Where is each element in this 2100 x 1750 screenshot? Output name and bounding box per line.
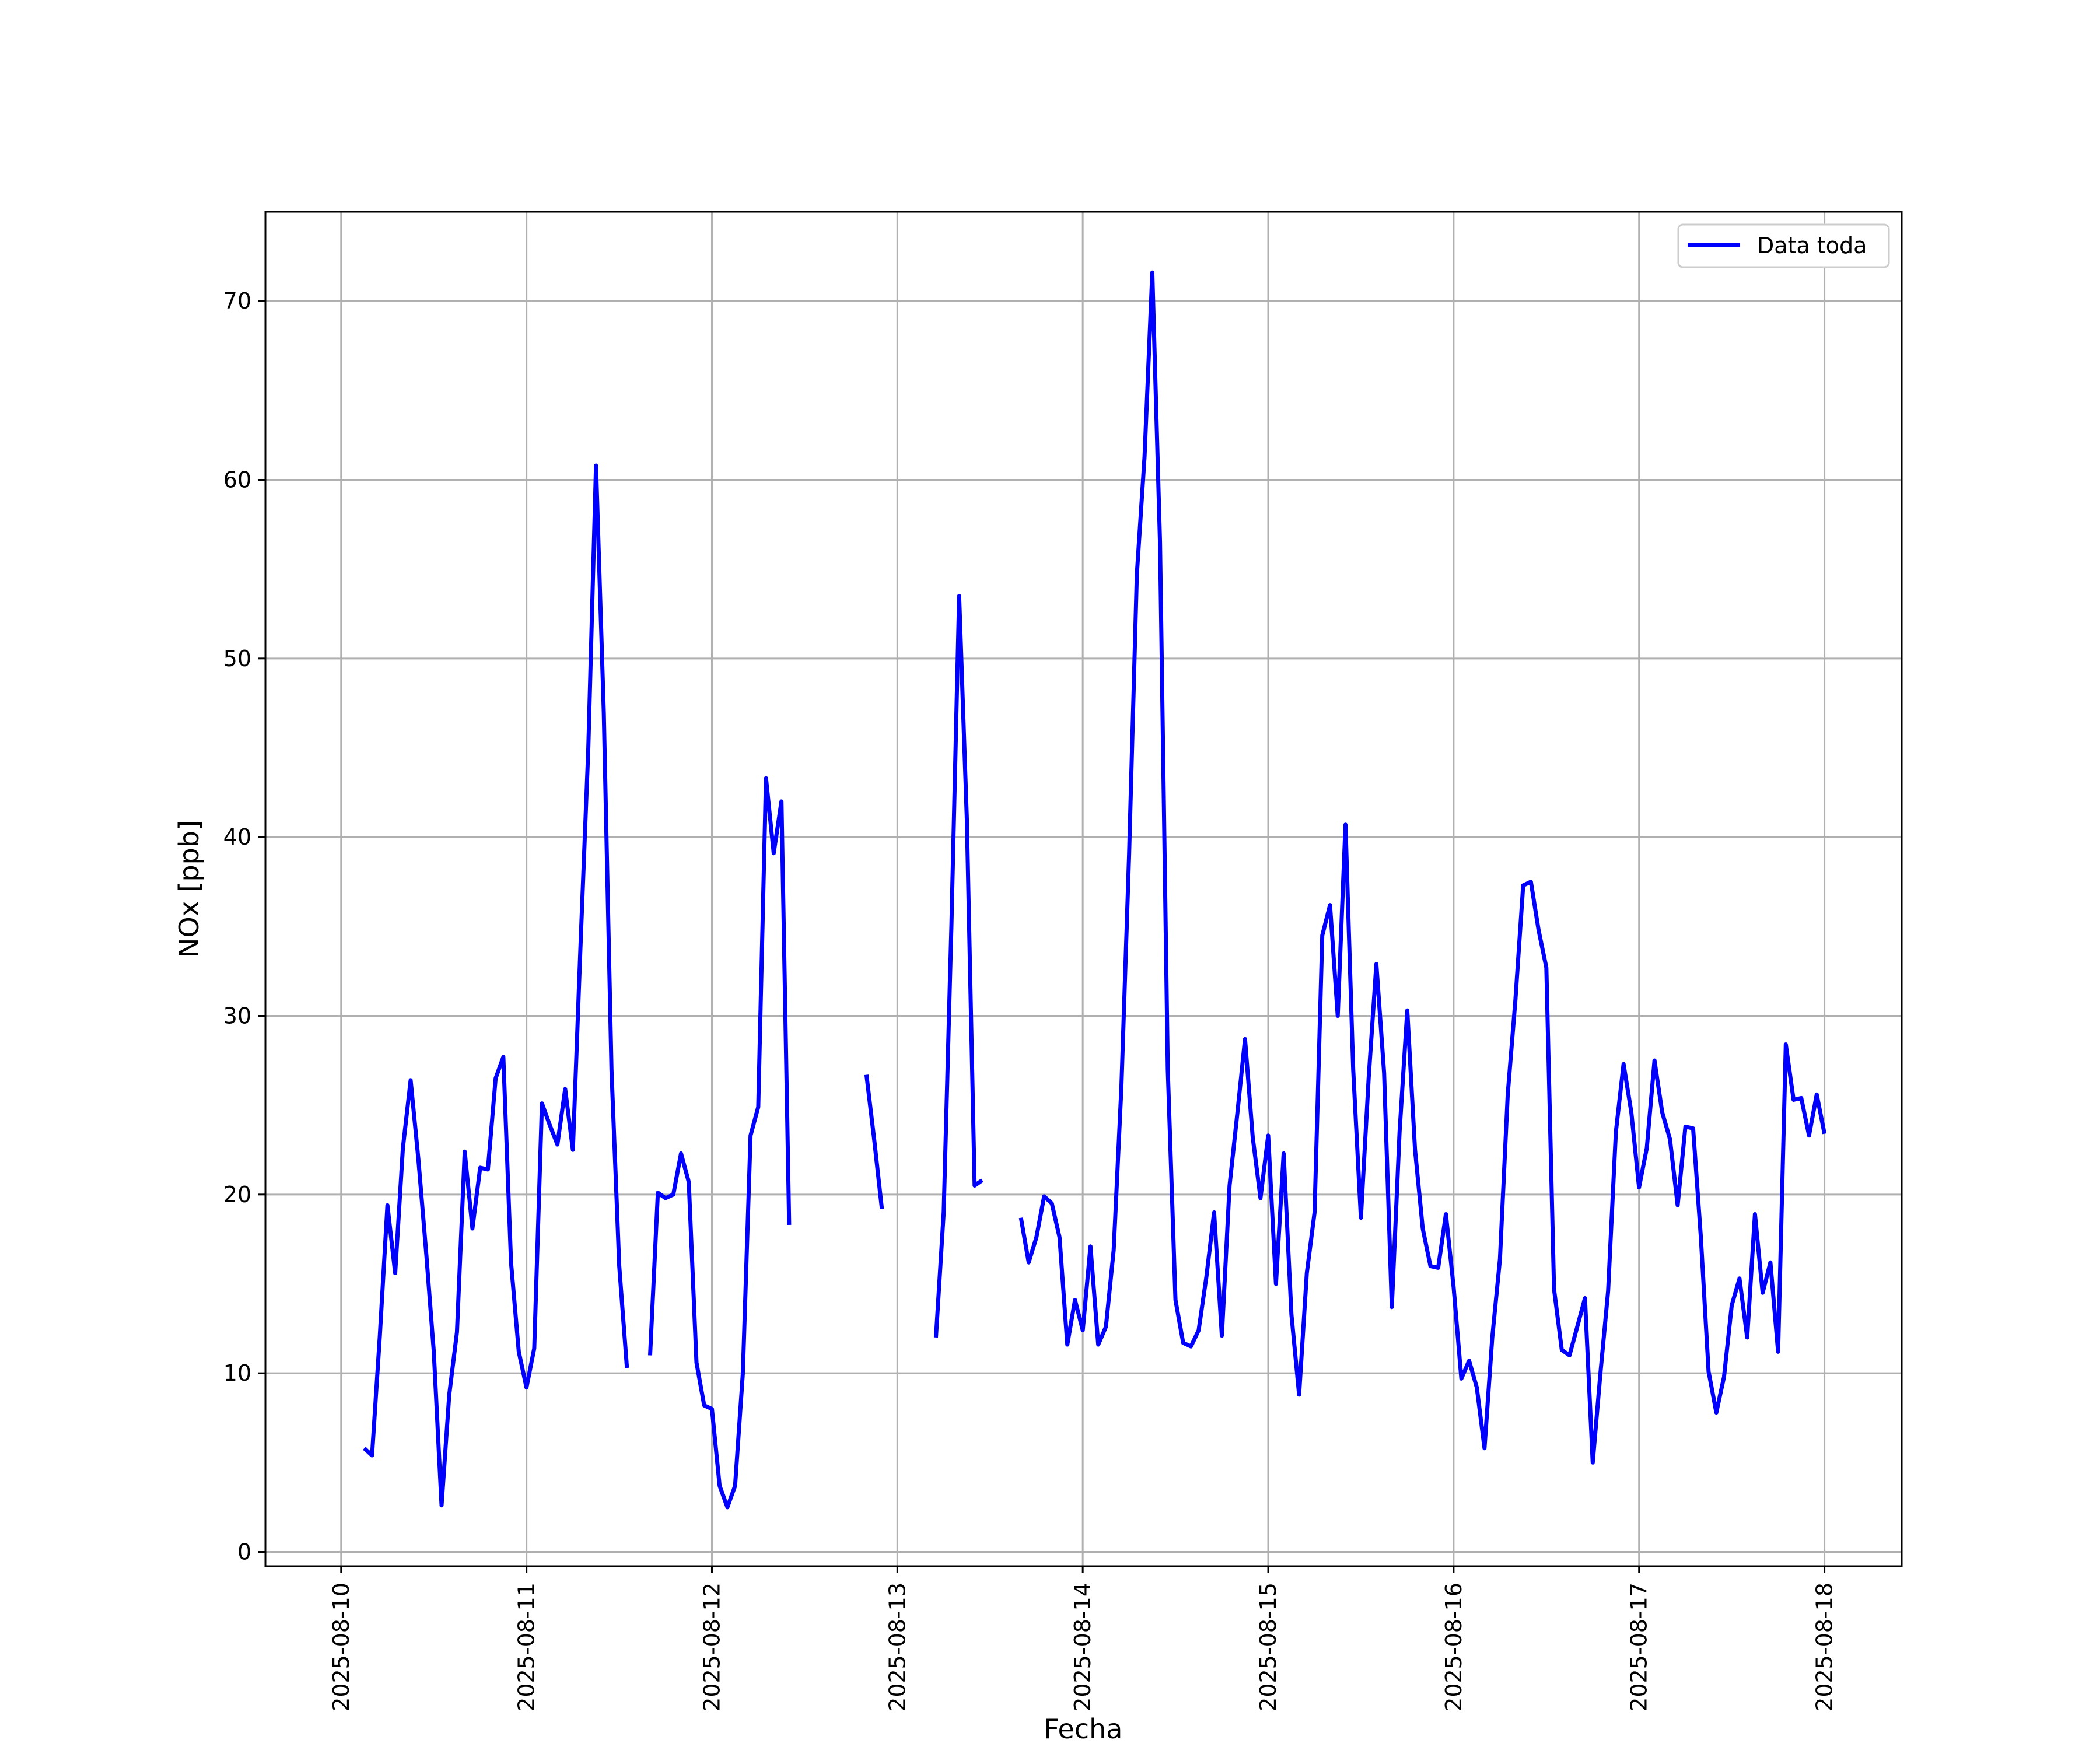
y-tick-label: 30 xyxy=(223,1003,251,1028)
x-tick-label: 2025-08-17 xyxy=(1626,1583,1652,1712)
x-tick-label: 2025-08-14 xyxy=(1070,1583,1096,1712)
legend-label: Data toda xyxy=(1757,233,1867,258)
y-axis-label: NOx [ppb] xyxy=(173,820,205,958)
x-tick-label: 2025-08-10 xyxy=(328,1583,354,1712)
ticks-layer: 0 10 20 30 40 50 60 70 2025-08-10 2025-08-11 2025-… xyxy=(223,288,1838,1712)
series-line-segment xyxy=(1019,270,1827,1465)
y-tick-label: 70 xyxy=(223,288,251,314)
x-tick-label: 2025-08-16 xyxy=(1441,1583,1466,1712)
x-axis-label: Fecha xyxy=(1044,1713,1123,1745)
y-tick-label: 60 xyxy=(223,467,251,492)
y-tick-label: 10 xyxy=(223,1360,251,1386)
series-layer xyxy=(363,270,1827,1510)
legend: Data toda xyxy=(1677,223,1890,268)
x-tick-label: 2025-08-11 xyxy=(514,1583,540,1712)
y-tick-label: 50 xyxy=(223,646,251,671)
x-tick-label: 2025-08-15 xyxy=(1255,1583,1281,1712)
x-tick-label: 2025-08-18 xyxy=(1812,1583,1838,1712)
series-line-segment xyxy=(648,776,792,1510)
x-tick-label: 2025-08-12 xyxy=(699,1583,724,1712)
series-line-segment xyxy=(363,463,629,1508)
legend-box xyxy=(1677,223,1890,268)
y-tick-label: 40 xyxy=(223,824,251,850)
y-tick-label: 0 xyxy=(237,1539,251,1564)
y-tick-label: 20 xyxy=(223,1182,251,1208)
series-line-segment xyxy=(934,594,984,1338)
x-tick-label: 2025-08-13 xyxy=(884,1583,910,1712)
series-line-segment xyxy=(864,1074,884,1209)
